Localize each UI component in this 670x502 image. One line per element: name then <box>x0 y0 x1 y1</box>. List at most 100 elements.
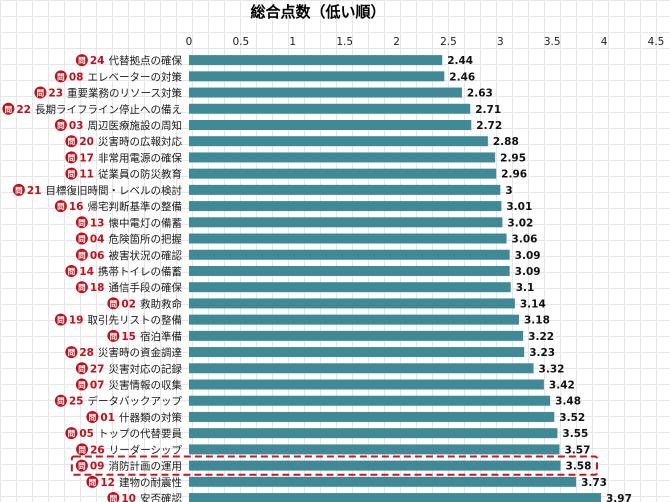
value-label: 3.09 <box>515 266 541 278</box>
question-badge-icon <box>54 394 67 407</box>
category-label: データバックアップ <box>88 395 183 408</box>
value-label: 2.96 <box>501 169 527 181</box>
question-prefix: 問 <box>110 332 118 341</box>
question-number: 14 <box>79 266 94 278</box>
question-prefix: 問 <box>110 299 118 308</box>
value-label: 2.46 <box>449 71 475 83</box>
value-label: 3.57 <box>564 444 590 456</box>
question-number: 03 <box>69 120 84 132</box>
category-label: 通信手段の確保 <box>109 281 183 294</box>
bar <box>189 152 496 163</box>
value-label: 3.01 <box>506 201 532 213</box>
bar <box>189 55 443 66</box>
x-tick-label: 2.5 <box>440 36 457 48</box>
value-label: 3.02 <box>507 217 533 229</box>
question-badge-icon <box>75 378 88 391</box>
value-label: 3.23 <box>529 347 555 359</box>
question-badge-icon <box>54 200 67 213</box>
value-label: 3.73 <box>581 477 607 489</box>
category-label: 災害情報の収集 <box>109 379 183 392</box>
category-label: 目標復旧時間・レベルの検討 <box>46 184 183 197</box>
question-number: 26 <box>90 444 105 456</box>
question-badge-icon <box>54 70 67 83</box>
bar <box>189 476 577 487</box>
question-number: 11 <box>79 169 94 181</box>
value-label: 2.95 <box>500 152 526 164</box>
question-number: 02 <box>121 298 136 310</box>
question-badge-icon <box>34 86 47 99</box>
category-label: 重要業務のリソース対策 <box>67 87 182 100</box>
value-label: 3.06 <box>512 234 538 246</box>
question-prefix: 問 <box>78 283 86 292</box>
category-label: 什器類の対策 <box>119 411 182 424</box>
bar <box>189 249 510 260</box>
question-badge-icon <box>75 459 88 472</box>
question-number: 23 <box>48 88 63 100</box>
question-number: 19 <box>69 315 84 327</box>
question-badge-icon <box>2 102 15 115</box>
value-label: 3.52 <box>559 412 585 424</box>
question-number: 01 <box>100 412 115 424</box>
category-label: 救助救命 <box>140 297 182 310</box>
question-badge-icon <box>75 232 88 245</box>
question-badge-icon <box>54 118 67 131</box>
category-label: 安否確認 <box>140 492 182 502</box>
question-number: 10 <box>121 493 136 502</box>
question-number: 12 <box>100 477 115 489</box>
question-badge-icon <box>75 281 88 294</box>
category-label: 従業員の防災教育 <box>98 168 182 181</box>
question-badge-icon <box>65 346 78 359</box>
value-label: 3.32 <box>539 363 565 375</box>
question-number: 07 <box>90 380 105 392</box>
value-label: 3 <box>505 185 512 197</box>
value-label: 3.58 <box>566 461 592 473</box>
value-label: 3.48 <box>555 396 581 408</box>
question-prefix: 問 <box>68 170 76 179</box>
bar <box>189 330 524 341</box>
category-label: トップの代替要員 <box>98 427 182 440</box>
bar <box>189 460 561 471</box>
bars-group <box>189 55 601 502</box>
question-badge-icon <box>54 313 67 326</box>
category-label: 周辺医療施設の周知 <box>88 119 183 132</box>
category-label: 携帯トイレの備蓄 <box>98 265 182 278</box>
bar <box>189 233 507 244</box>
question-prefix: 問 <box>78 445 86 454</box>
bar <box>189 379 544 390</box>
question-badge-icon <box>65 264 78 277</box>
question-badge-icon <box>75 216 88 229</box>
value-label: 2.71 <box>475 104 501 116</box>
question-badge-icon <box>75 54 88 67</box>
bar <box>189 184 501 195</box>
x-tick-label: 3.5 <box>544 36 561 48</box>
x-tick-label: 1 <box>289 36 296 48</box>
question-badge-icon <box>65 151 78 164</box>
category-label: 被害状況の確認 <box>109 249 183 262</box>
bar <box>189 493 601 502</box>
question-prefix: 問 <box>68 153 76 162</box>
question-badge-icon <box>86 410 99 423</box>
bar <box>189 119 472 130</box>
chart-title: 総合点数（低い順） <box>250 3 385 21</box>
category-label: 災害時の広報対応 <box>98 135 182 148</box>
value-label: 3.1 <box>516 282 535 294</box>
bar <box>189 265 510 276</box>
value-label: 2.63 <box>467 88 493 100</box>
bar <box>189 201 502 212</box>
category-label: 危険箇所の把握 <box>109 233 183 246</box>
x-tick-label: 4.5 <box>648 36 665 48</box>
question-number: 28 <box>79 347 94 359</box>
question-prefix: 問 <box>37 89 45 98</box>
category-label: 取引先リストの整備 <box>88 314 183 327</box>
category-label: 災害時の資金調達 <box>98 346 182 359</box>
question-number: 06 <box>90 250 105 262</box>
category-labels: 代替拠点の確保24問エレベーターの対策08問重要業務のリソース対策23問長期ライ… <box>2 54 182 502</box>
question-badge-icon <box>12 183 25 196</box>
question-prefix: 問 <box>78 235 86 244</box>
question-number: 09 <box>90 461 105 473</box>
bar <box>189 298 515 309</box>
category-label: 消防計画の運用 <box>109 460 183 473</box>
question-prefix: 問 <box>57 202 65 211</box>
highlight-frame <box>70 455 598 476</box>
